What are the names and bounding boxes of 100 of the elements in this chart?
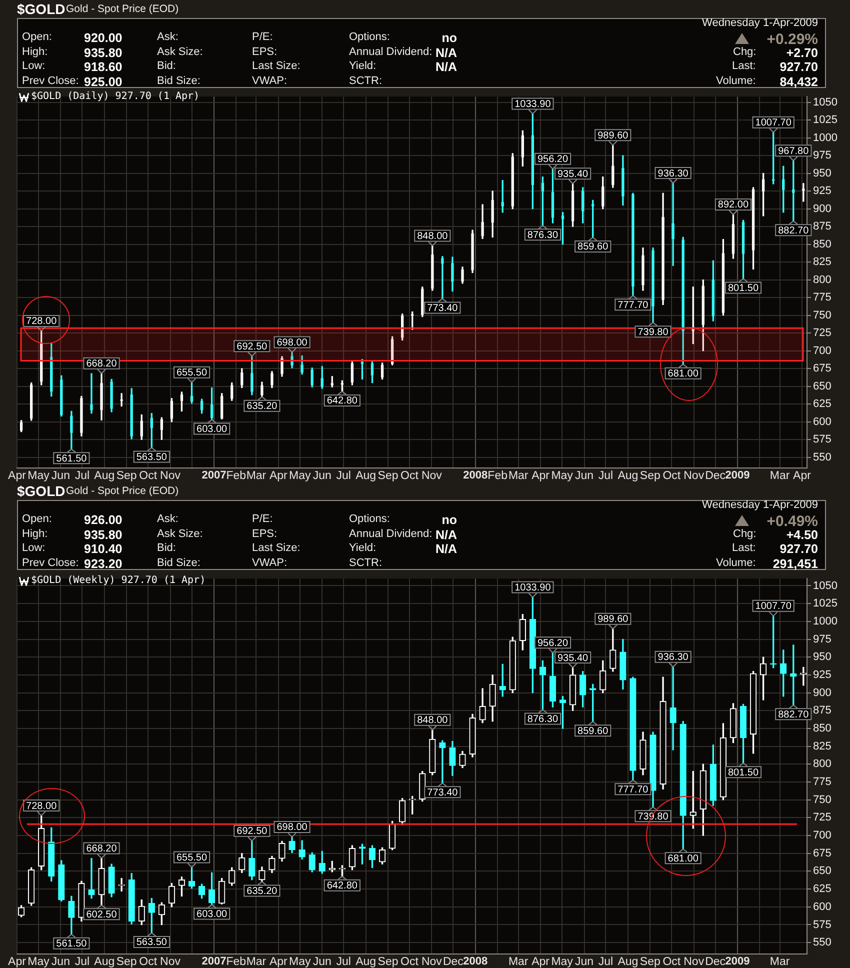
x-tick-label: Nov [421, 470, 442, 482]
text: +2.70 [786, 46, 818, 60]
y-tick-label: 700 [813, 344, 832, 357]
text: Gold - Spot Price (EOD) [66, 485, 179, 498]
x-tick-label: Aug [356, 956, 376, 968]
annotation: 698.00 [276, 338, 308, 348]
text: SCTR: [349, 557, 382, 569]
x-tick-label: Jul [336, 470, 351, 482]
annotation: 1033.90 [514, 582, 552, 594]
annotation: 935.40 [557, 652, 589, 664]
text: N/A [435, 46, 457, 60]
text: High: [22, 528, 48, 540]
text: Options: [349, 31, 390, 43]
y-tick-label: 650 [813, 380, 832, 392]
x-tick-label: Oct [139, 470, 158, 482]
y-tick-label: 850 [813, 238, 832, 250]
annotation: 989.60 [598, 130, 629, 142]
y-tick-label: 925 [813, 668, 832, 681]
text: Volume: [716, 75, 756, 87]
annotation: 892.00 [718, 200, 749, 211]
y-tick-label: 775 [813, 776, 832, 788]
y-tick-label: 1025 [813, 114, 838, 126]
x-tick-label: Nov [684, 470, 704, 482]
x-tick-label: Apr [269, 470, 288, 482]
annotation: 728.00 [26, 316, 58, 328]
x-tick-label: Oct [400, 956, 420, 968]
y-tick-label: 875 [813, 220, 832, 233]
annotation: 935.40 [557, 168, 589, 180]
x-tick-label: Nov [160, 470, 181, 482]
x-tick-label: Jun [312, 956, 332, 968]
x-tick-label: 2008 [463, 470, 488, 482]
text: Annual Dividend: [349, 46, 432, 58]
annotation: 728.00 [26, 800, 58, 812]
x-tick-label: 2007 [202, 470, 226, 482]
chart-title: $GOLD (Daily) 927.70 (1 Apr) [31, 91, 200, 103]
annotation: 655.50 [176, 852, 208, 864]
x-tick-label: 2009 [725, 470, 750, 482]
annotation: 773.40 [427, 302, 458, 314]
text: Yield: [349, 542, 376, 554]
text: Bid: [157, 60, 176, 72]
text: Wednesday 1-Apr-2009 [702, 499, 818, 511]
x-tick-label: Jun [574, 956, 594, 968]
text: N/A [435, 60, 457, 74]
annotation: 692.50 [236, 826, 268, 838]
annotation: 989.60 [598, 614, 629, 626]
text: +0.29% [766, 31, 818, 48]
x-tick-label: Jun [574, 470, 594, 482]
candlestick [88, 858, 95, 899]
y-tick-label: 900 [813, 686, 832, 699]
annotation: 1033.90 [514, 98, 552, 110]
x-tick-label: Feb [226, 470, 246, 482]
text: 910.40 [84, 542, 122, 556]
text: 927.70 [780, 542, 818, 556]
text: Yield: [349, 60, 376, 72]
text: Wednesday 1-Apr-2009 [702, 17, 818, 29]
text: Last Size: [252, 60, 300, 72]
y-tick-label: 725 [813, 327, 832, 340]
text: +4.50 [786, 528, 818, 542]
text: 920.00 [84, 31, 122, 45]
x-tick-label: Apr [532, 956, 550, 968]
y-tick-label: 950 [813, 651, 832, 664]
x-tick-label: Nov [421, 956, 442, 968]
text: Prev Close: [22, 557, 79, 569]
x-tick-label: May [551, 956, 574, 968]
x-tick-label: Oct [400, 470, 420, 482]
annotation: 777.70 [618, 784, 649, 796]
x-tick-label: Aug [618, 470, 638, 482]
y-tick-label: 975 [813, 633, 832, 646]
annotation: 801.50 [728, 767, 759, 778]
text: Ask Size: [157, 528, 203, 540]
x-tick-label: Nov [684, 956, 704, 968]
annotation: 561.50 [56, 453, 88, 464]
annotation: 1007.70 [755, 118, 792, 129]
text: Prev Close: [22, 75, 79, 87]
x-tick-label: Sep [640, 470, 660, 482]
text: 291,451 [772, 557, 818, 571]
annotation: 642.80 [326, 396, 358, 407]
annotation: 642.80 [326, 880, 358, 892]
y-tick-label: 650 [813, 865, 832, 878]
x-tick-label: Apr [269, 956, 288, 968]
annotation: 602.50 [86, 909, 118, 920]
x-tick-label: May [551, 470, 574, 482]
annotation: 967.80 [778, 146, 810, 157]
x-tick-label: Apr [532, 470, 550, 482]
y-tick-label: 775 [813, 292, 832, 304]
text: Bid Size: [157, 557, 200, 569]
y-tick-label: 575 [813, 918, 832, 931]
y-tick-label: 725 [813, 812, 832, 824]
candlestick [90, 373, 93, 414]
text: EPS: [252, 46, 278, 58]
y-tick-label: 600 [813, 900, 832, 913]
y-tick-label: 550 [813, 451, 832, 464]
x-tick-label: Nov [160, 956, 181, 968]
text: SCTR: [349, 75, 382, 87]
annotation: 635.20 [246, 401, 278, 412]
x-tick-label: Sep [378, 470, 398, 482]
candlestick [672, 182, 674, 266]
x-tick-label: Apr [8, 470, 26, 482]
annotation: 681.00 [668, 368, 699, 380]
annotation: 603.00 [196, 424, 228, 435]
